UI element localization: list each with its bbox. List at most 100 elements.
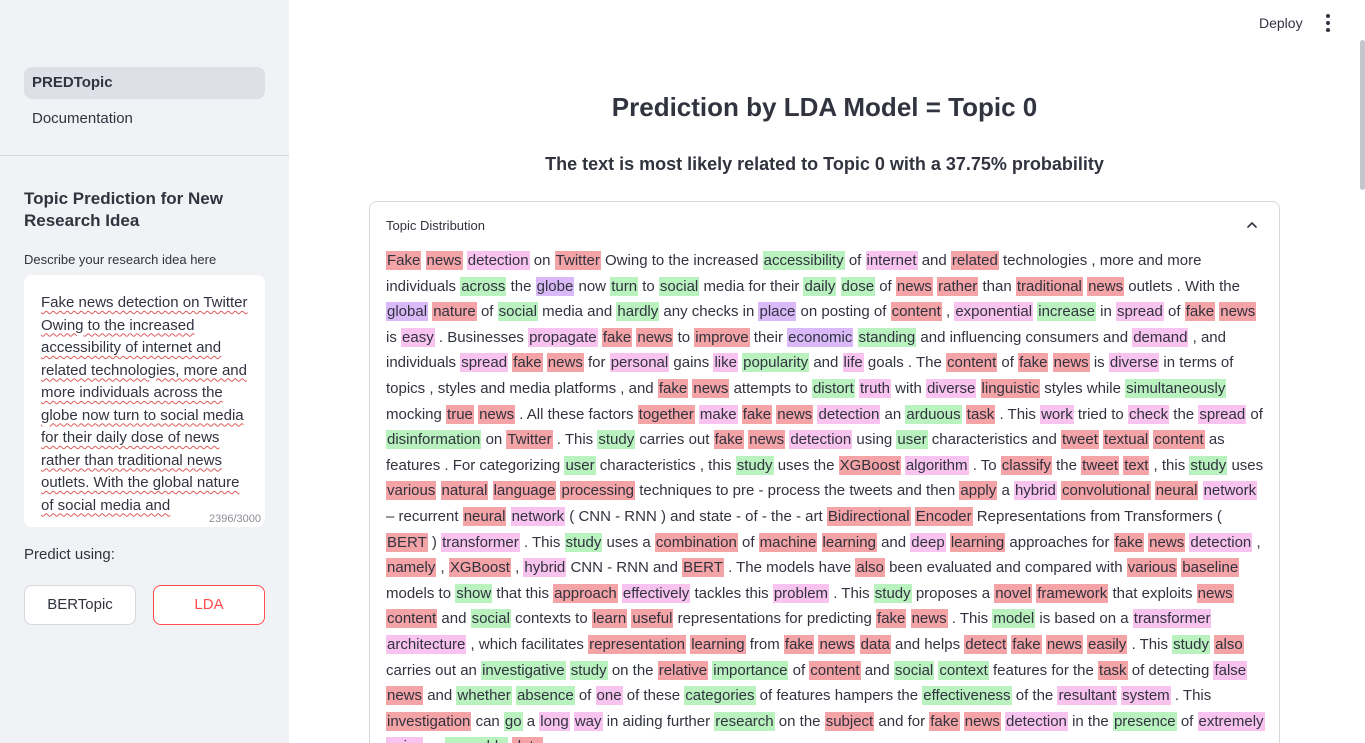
highlighted-word: internet <box>865 251 918 270</box>
deploy-button[interactable]: Deploy <box>1259 15 1303 31</box>
highlighted-word: traditional <box>1015 276 1083 296</box>
highlighted-word: namely <box>386 558 437 578</box>
highlighted-word: easy <box>401 327 435 347</box>
plain-text: of detecting <box>1131 661 1210 679</box>
highlighted-word: study <box>873 583 912 603</box>
nav-item-documentation[interactable]: Documentation <box>32 110 133 127</box>
plain-text: . This <box>999 405 1036 423</box>
plain-text: . The models have <box>728 559 852 577</box>
research-idea-text[interactable]: Fake news detection on Twitter Owing to … <box>41 294 248 514</box>
plain-text: or <box>427 738 440 743</box>
highlighted-word: propagate <box>528 327 598 347</box>
highlighted-word: news <box>1087 276 1125 296</box>
highlighted-word: Bidirectional <box>826 506 911 526</box>
highlighted-word: long <box>539 711 570 731</box>
highlighted-word: news <box>910 609 948 629</box>
plain-text: to <box>677 328 691 346</box>
highlighted-word: learn <box>591 609 628 629</box>
plain-text: in <box>1100 303 1112 321</box>
highlighted-word: study <box>564 532 603 552</box>
plain-text: of <box>480 303 494 321</box>
highlighted-word: life <box>842 353 864 373</box>
plain-text: the <box>510 277 532 295</box>
highlighted-word: place <box>758 302 797 322</box>
highlighted-word: problem <box>772 583 830 603</box>
plain-text: on <box>533 252 551 269</box>
plain-text: than <box>982 277 1012 295</box>
plain-text: in terms of topics , <box>386 354 1234 397</box>
plain-text: . This <box>1174 687 1212 705</box>
highlighted-word: detection <box>1189 532 1253 552</box>
highlighted-word: news <box>1045 634 1083 654</box>
highlighted-word: content <box>890 302 942 322</box>
plain-text: of <box>1180 712 1194 730</box>
highlighted-word: fake <box>657 378 689 398</box>
highlighted-word: data <box>859 634 891 654</box>
highlighted-word: news <box>1196 583 1234 603</box>
highlighted-word: noisy <box>386 737 424 743</box>
highlighted-word: go <box>503 711 523 731</box>
plain-text: of <box>1250 405 1263 423</box>
highlighted-word: diverse <box>926 378 977 398</box>
highlighted-word: Twitter <box>506 430 553 450</box>
highlighted-word: false <box>1213 660 1248 680</box>
highlighted-word: study <box>1189 455 1228 475</box>
plain-text: on posting of <box>800 303 887 321</box>
plain-text: goals . The <box>867 354 942 372</box>
plain-text: on <box>485 431 503 449</box>
highlighted-word: representation <box>588 634 687 654</box>
plain-text: , this <box>1153 456 1186 474</box>
plain-text: that this <box>496 584 549 602</box>
highlighted-word: research <box>714 711 775 731</box>
highlighted-word: various <box>386 481 437 501</box>
highlighted-word: hybrid <box>523 558 567 578</box>
plain-text: for <box>588 354 606 372</box>
plain-text: mocking <box>386 405 442 423</box>
highlighted-word: approach <box>553 583 618 603</box>
highlighted-word: user <box>896 430 928 450</box>
highlighted-word: apply <box>959 481 998 501</box>
highlighted-word: true <box>446 404 474 424</box>
highlighted-word: fake <box>713 430 744 450</box>
highlighted-word: easily <box>1087 634 1128 654</box>
highlighted-word: various <box>1126 558 1178 578</box>
highlighted-word: news <box>776 404 814 424</box>
highlighted-word: Encoder <box>914 506 973 526</box>
highlighted-word: effectiveness <box>922 686 1012 706</box>
highlighted-word: fake <box>1184 302 1216 322</box>
sidebar: PREDTopic Documentation Topic Prediction… <box>0 0 289 743</box>
plain-text: categorizing <box>479 456 561 474</box>
scrollbar[interactable] <box>1360 40 1365 190</box>
plain-text: in aiding further <box>606 712 711 730</box>
highlighted-word: fake <box>601 327 633 347</box>
plain-text: , and <box>1192 328 1226 346</box>
highlighted-word: dose <box>840 276 876 296</box>
lda-button[interactable]: LDA <box>153 585 265 625</box>
highlighted-word: hybrid <box>1013 481 1057 501</box>
highlighted-word: learning <box>690 634 746 654</box>
plain-text: of <box>578 687 592 705</box>
plain-text: of <box>879 277 892 295</box>
plain-text: , which facilitates <box>470 635 584 653</box>
vertical-ellipsis-icon[interactable] <box>1320 14 1336 32</box>
expander-title[interactable]: Topic Distribution <box>386 218 485 233</box>
plain-text: that exploits <box>1112 584 1193 602</box>
plain-text: . This <box>1131 635 1168 653</box>
plain-text: individuals <box>386 354 457 372</box>
nav-item-predtopic[interactable]: PREDTopic <box>24 67 265 99</box>
highlighted-word: personal <box>609 353 670 373</box>
plain-text: of <box>792 661 806 679</box>
highlighted-word: XGBoost <box>838 455 901 475</box>
highlighted-word: subject <box>824 711 875 731</box>
chevron-up-icon[interactable] <box>1245 218 1259 232</box>
highlighted-word: resultant <box>1057 686 1117 706</box>
highlighted-word: framework <box>1036 583 1109 603</box>
highlighted-word: data <box>511 737 543 743</box>
bertopic-button[interactable]: BERTopic <box>24 585 136 625</box>
highlighted-word: work <box>1040 404 1074 424</box>
highlighted-word: related <box>950 251 999 270</box>
research-idea-textarea[interactable]: Fake news detection on Twitter Owing to … <box>24 275 265 527</box>
plain-text: and <box>921 252 947 269</box>
plain-text: . This <box>951 610 989 628</box>
highlighted-word: effectively <box>621 583 691 603</box>
